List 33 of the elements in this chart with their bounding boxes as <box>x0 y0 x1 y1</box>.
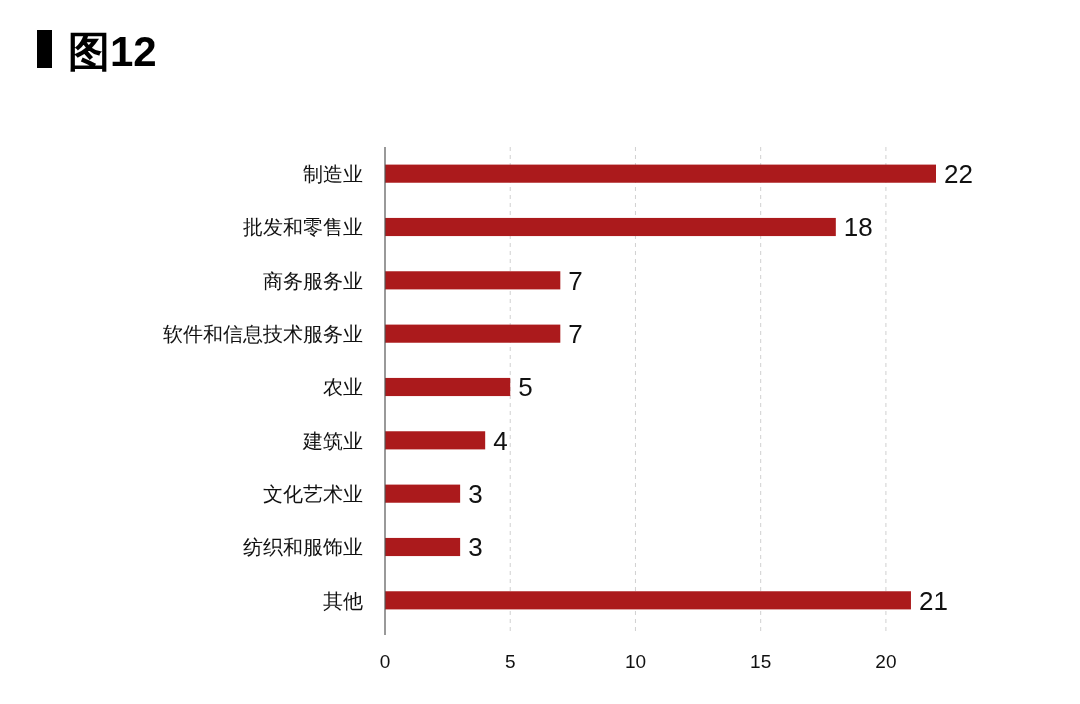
x-tick-label: 0 <box>379 651 391 672</box>
y-tick-label: 批发和零售业 <box>243 216 363 239</box>
data-label: 22 <box>944 159 973 190</box>
y-tick-label: 纺织和服饰业 <box>243 536 363 559</box>
y-tick-label: 软件和信息技术服务业 <box>163 322 363 345</box>
bar <box>385 324 561 343</box>
bar <box>385 431 486 450</box>
bar <box>385 271 561 290</box>
data-label: 3 <box>468 532 483 563</box>
bar <box>385 537 461 557</box>
y-tick-label: 其他 <box>323 589 363 612</box>
data-label: 3 <box>468 479 483 510</box>
bar <box>385 377 511 397</box>
bar <box>385 164 936 183</box>
y-tick-label: 制造业 <box>303 162 363 185</box>
x-tick-label: 10 <box>624 651 647 672</box>
bar <box>385 591 911 610</box>
data-label: 18 <box>843 212 873 243</box>
y-tick-label: 文化艺术业 <box>263 482 363 505</box>
y-tick-label: 农业 <box>323 376 363 399</box>
y-tick-label: 商务服务业 <box>263 269 363 292</box>
y-tick-label: 建筑业 <box>302 429 363 452</box>
chart-title: 图12 <box>68 28 157 75</box>
bar <box>385 484 461 503</box>
data-label: 4 <box>493 425 508 456</box>
data-label: 7 <box>568 265 583 296</box>
bar <box>385 217 836 237</box>
x-tick-label: 5 <box>504 651 516 672</box>
data-label: 7 <box>568 319 583 350</box>
data-label: 5 <box>518 372 533 403</box>
x-tick-label: 15 <box>750 651 772 672</box>
x-tick-label: 20 <box>875 651 897 672</box>
data-label: 21 <box>918 585 948 616</box>
